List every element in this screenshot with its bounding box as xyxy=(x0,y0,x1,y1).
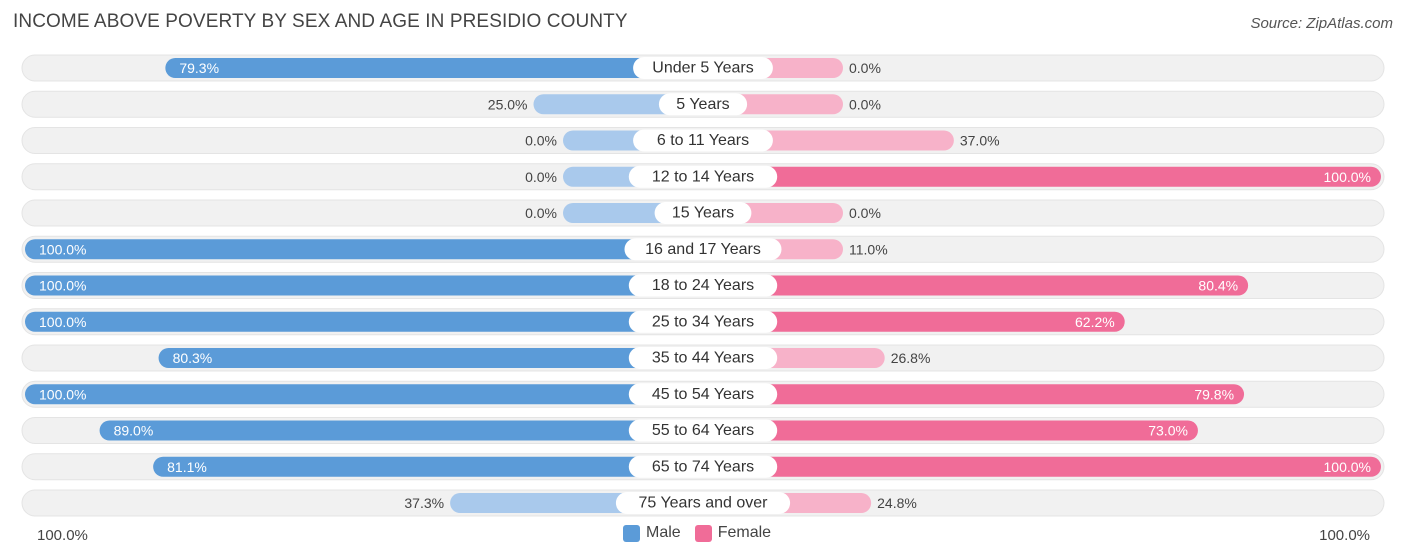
category-label: Under 5 Years xyxy=(652,60,753,77)
legend-female-label: Female xyxy=(717,524,772,541)
female-value-label: 80.4% xyxy=(1198,278,1238,294)
category-pill xyxy=(615,492,791,514)
male-value-label: 80.3% xyxy=(173,350,213,366)
female-bar xyxy=(703,456,1381,477)
category-label: 6 to 11 Years xyxy=(657,132,749,149)
female-bar xyxy=(703,384,1245,405)
male-value-label: 89.0% xyxy=(114,423,154,439)
legend-male-swatch xyxy=(623,524,640,542)
category-label: 25 to 34 Years xyxy=(652,313,754,330)
category-pill xyxy=(628,383,778,406)
category-pill xyxy=(633,129,773,152)
female-bar xyxy=(703,275,1249,296)
female-value-label: 62.2% xyxy=(1075,314,1115,330)
female-value-label: 0.0% xyxy=(849,96,881,112)
female-bar xyxy=(703,420,1198,441)
male-value-label: 100.0% xyxy=(39,314,86,330)
category-label: 5 Years xyxy=(676,96,729,113)
category-label: 45 to 54 Years xyxy=(652,386,754,403)
legend-male: Male xyxy=(623,524,681,542)
category-pill xyxy=(628,165,778,188)
axis-right-label: 100.0% xyxy=(1319,527,1370,544)
category-label: 15 Years xyxy=(672,205,734,222)
male-value-label: 100.0% xyxy=(39,386,86,402)
category-label: 65 to 74 Years xyxy=(652,458,754,475)
female-value-label: 100.0% xyxy=(1324,169,1371,185)
category-pill xyxy=(628,347,778,369)
female-value-label: 79.8% xyxy=(1194,386,1234,402)
category-pill xyxy=(628,310,778,333)
male-value-label: 81.1% xyxy=(167,459,207,475)
category-label: 35 to 44 Years xyxy=(652,350,754,367)
female-value-label: 0.0% xyxy=(849,205,881,221)
category-label: 55 to 64 Years xyxy=(652,422,754,439)
category-pill xyxy=(654,202,752,224)
legend-female-swatch xyxy=(694,524,712,542)
axis-left-label: 100.0% xyxy=(37,527,88,544)
male-value-label: 100.0% xyxy=(39,241,86,257)
category-pill xyxy=(633,57,773,79)
female-value-label: 0.0% xyxy=(849,60,881,76)
female-value-label: 73.0% xyxy=(1148,423,1188,439)
male-value-label: 25.0% xyxy=(488,96,528,112)
male-bar xyxy=(165,58,703,78)
legend-male-label: Male xyxy=(646,524,681,541)
male-bar xyxy=(25,239,703,260)
legend: Male Female xyxy=(623,524,785,542)
category-pill xyxy=(658,93,748,116)
female-value-label: 37.0% xyxy=(960,133,1000,149)
male-bar xyxy=(99,420,703,441)
male-bar xyxy=(158,348,704,368)
category-label: 16 and 17 Years xyxy=(645,241,761,258)
legend-female: Female xyxy=(694,524,772,542)
male-bar xyxy=(25,311,703,332)
female-value-label: 26.8% xyxy=(891,350,931,366)
male-value-label: 0.0% xyxy=(525,205,557,221)
category-label: 18 to 24 Years xyxy=(652,277,754,294)
male-value-label: 100.0% xyxy=(39,278,86,294)
chart-title: INCOME ABOVE POVERTY BY SEX AND AGE IN P… xyxy=(13,11,628,32)
category-label: 12 to 14 Years xyxy=(652,168,754,185)
female-value-label: 24.8% xyxy=(877,495,917,511)
male-bar xyxy=(25,275,703,296)
category-pill xyxy=(628,455,778,478)
male-value-label: 37.3% xyxy=(404,495,444,511)
male-value-label: 0.0% xyxy=(525,169,557,185)
male-bar xyxy=(25,384,703,405)
female-bar xyxy=(703,166,1381,187)
male-value-label: 0.0% xyxy=(525,133,557,149)
male-value-label: 79.3% xyxy=(179,60,219,76)
category-pill xyxy=(628,419,778,442)
source-label: Source: ZipAtlas.com xyxy=(1250,15,1393,32)
male-bar xyxy=(153,456,704,477)
female-bar xyxy=(703,311,1125,332)
female-value-label: 100.0% xyxy=(1324,459,1371,475)
female-value-label: 11.0% xyxy=(849,241,888,257)
category-pill xyxy=(628,274,778,297)
category-label: 75 Years and over xyxy=(639,495,769,512)
category-pill xyxy=(624,238,782,261)
